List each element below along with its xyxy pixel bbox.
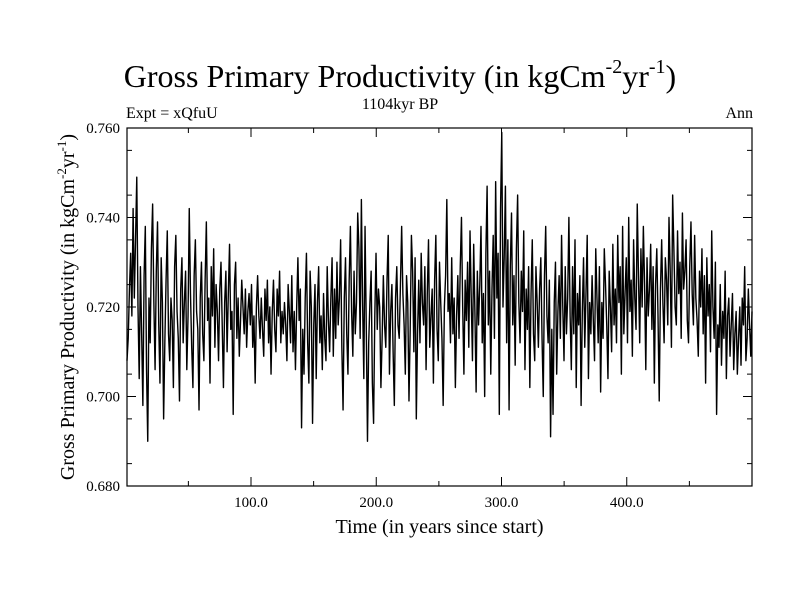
y-tick-label: 0.740 [86, 211, 120, 227]
tick-layer: 0.680 0.700 0.720 0.740 0.760 100.0 200.0 300.0… [86, 121, 752, 511]
chart-title-sup2: -1 [648, 56, 666, 78]
x-tick-label: 100.0 [234, 495, 268, 511]
x-tick-label: 400.0 [610, 495, 644, 511]
experiment-label: Expt = xQfuU [126, 105, 218, 122]
y-axis-label-sup1: -2 [54, 168, 69, 179]
chart-subtitle: 1104kyr BP [361, 96, 439, 113]
y-axis-label-sup2: -1 [54, 140, 69, 152]
x-axis-label: Time (in years since start) [335, 516, 544, 538]
y-tick-label: 0.700 [86, 390, 120, 406]
y-axis-label-mid: yr [57, 151, 79, 169]
chart-title-mid: yr [622, 58, 649, 94]
y-tick-label: 0.720 [86, 300, 120, 316]
plot-frame [126, 127, 753, 487]
chart-title: Gross Primary Productivity (in kgCm-2yr-… [0, 56, 800, 96]
series-line-gpp [126, 131, 753, 442]
y-axis-label-end: ) [57, 133, 79, 141]
chart-title-main: Gross Primary Productivity (in kgCm [123, 58, 606, 94]
y-tick-label: 0.760 [86, 121, 120, 137]
y-tick-label: 0.680 [86, 479, 120, 495]
y-axis-label: Gross Primary Productivity (in kgCm-2yr-… [54, 133, 80, 481]
season-label: Ann [725, 105, 753, 122]
x-tick-label: 200.0 [359, 495, 393, 511]
y-axis-label-main: Gross Primary Productivity (in kgCm [57, 178, 79, 481]
chart-title-end: ) [665, 58, 677, 94]
chart-title-sup1: -2 [605, 56, 623, 78]
x-tick-label: 300.0 [485, 495, 519, 511]
